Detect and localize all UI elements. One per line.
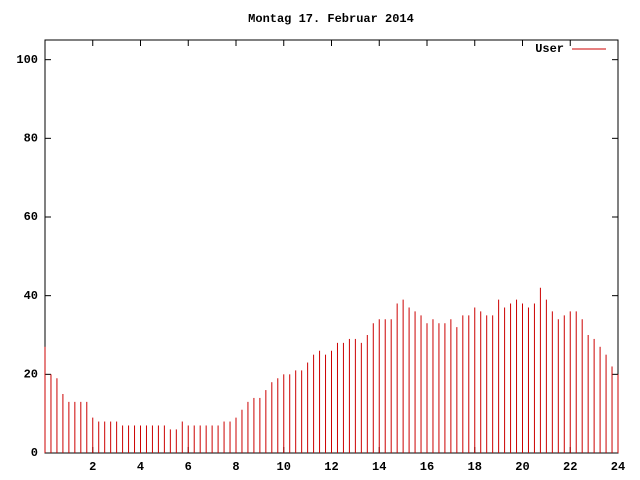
y-tick-label: 80: [24, 132, 38, 146]
x-tick-label: 12: [324, 460, 338, 474]
y-tick-label: 0: [31, 446, 38, 460]
x-tick-label: 2: [89, 460, 96, 474]
x-tick-label: 22: [563, 460, 577, 474]
y-tick-label: 100: [16, 53, 38, 67]
x-tick-label: 10: [277, 460, 291, 474]
x-tick-label: 6: [185, 460, 192, 474]
x-tick-label: 24: [611, 460, 625, 474]
x-tick-label: 16: [420, 460, 434, 474]
y-tick-label: 60: [24, 210, 38, 224]
x-tick-label: 18: [468, 460, 482, 474]
x-tick-label: 4: [137, 460, 144, 474]
chart-title: Montag 17. Februar 2014: [248, 12, 414, 26]
x-tick-label: 14: [372, 460, 386, 474]
x-tick-label: 20: [515, 460, 529, 474]
legend-label: User: [535, 42, 564, 56]
y-tick-label: 20: [24, 368, 38, 382]
x-tick-label: 8: [232, 460, 239, 474]
y-tick-label: 40: [24, 289, 38, 303]
